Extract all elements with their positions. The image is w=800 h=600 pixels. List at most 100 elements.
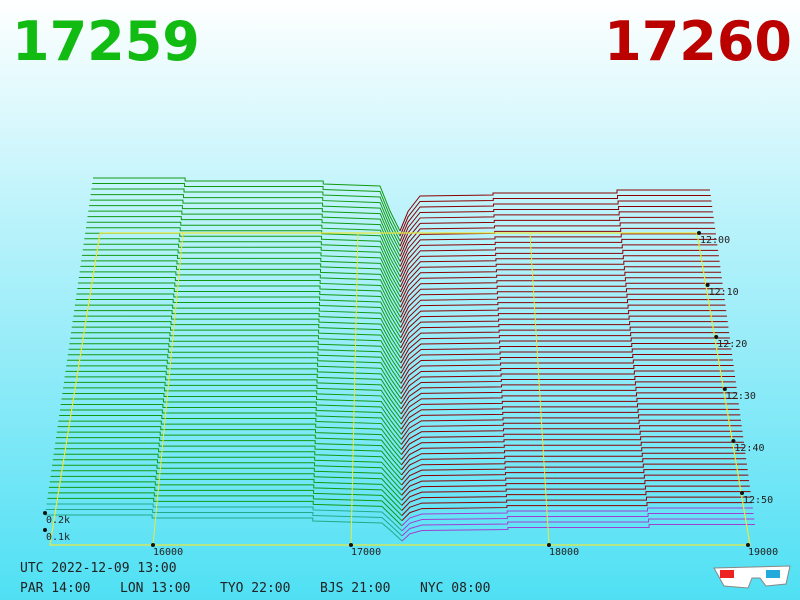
bid-depth-line (73, 315, 402, 359)
price-tick-label: 17000 (351, 547, 381, 558)
bid-depth-line (79, 271, 401, 318)
time-tick (722, 387, 727, 391)
ask-depth-line (399, 222, 715, 262)
bid-depth-line (45, 514, 403, 542)
bid-depth-line (64, 376, 402, 415)
ask-depth-line (401, 518, 755, 537)
city-clock: LON 13:00 (120, 581, 190, 596)
ask-depth-line (399, 211, 713, 252)
ask-depth-line (401, 463, 747, 486)
ask-depth-line (399, 227, 716, 267)
bid-depth-line (87, 216, 401, 267)
ask-depth-line (400, 326, 729, 359)
ask-depth-line (400, 397, 739, 425)
utc-time: UTC 2022-12-09 13:00 (20, 561, 177, 576)
ask-depth-line (401, 452, 746, 476)
bid-depth-line (80, 265, 401, 313)
ask-depth-line (401, 469, 748, 491)
ask-depth-line (400, 414, 741, 440)
city-clock: NYC 08:00 (420, 581, 490, 596)
price-tick-label: 18000 (549, 547, 579, 558)
ask-depth-line (400, 321, 728, 354)
ask-depth-line (400, 288, 724, 323)
bid-depth-line (54, 448, 402, 481)
ask-depth-line (401, 430, 743, 455)
ask-depth-line (401, 425, 742, 450)
bid-depth-line (88, 210, 401, 262)
time-tick (714, 335, 719, 339)
ask-depth-line (400, 337, 730, 369)
ask-depth-line (401, 524, 755, 542)
volume-tick (43, 528, 47, 532)
time-tick-label: 12:00 (700, 235, 730, 246)
ask-depth-line (399, 244, 718, 283)
price-tick (547, 543, 551, 547)
bid-depth-line (48, 492, 403, 522)
bid-depth-line (90, 194, 401, 247)
bid-depth-line (57, 426, 402, 461)
time-tick (731, 439, 736, 443)
bid-depth-line (45, 508, 403, 537)
city-clock: TYO 22:00 (220, 581, 290, 596)
grid-line (529, 232, 550, 546)
bid-depth-line (70, 337, 402, 379)
bid-depth-line (77, 287, 402, 333)
ask-price: 17260 (604, 10, 792, 73)
bid-depth-line (78, 276, 402, 323)
bid-depth-line (63, 387, 402, 425)
cyan-lens (766, 570, 780, 578)
ask-depth-line (399, 255, 719, 293)
price-tick (746, 543, 750, 547)
ask-depth-line (400, 370, 735, 399)
bid-depth-line (85, 232, 401, 283)
ask-depth-line (401, 496, 752, 516)
bid-depth-line (52, 464, 403, 496)
ask-depth-line (400, 403, 739, 430)
bid-depth-line (46, 503, 403, 532)
bid-price: 17259 (12, 10, 200, 73)
ask-depth-line (400, 348, 732, 379)
ask-depth-line (399, 249, 719, 288)
bid-depth-line (48, 486, 403, 516)
bid-depth-line (81, 260, 401, 308)
bid-depth-line (84, 238, 401, 288)
ask-depth-line (401, 474, 749, 496)
city-clock: PAR 14:00 (20, 581, 90, 596)
ask-depth-line (399, 238, 717, 277)
ask-depth-line (400, 419, 741, 445)
ask-depth-line (400, 266, 721, 303)
ask-depth-line (400, 343, 731, 374)
ask-depth-line (400, 359, 733, 389)
price-tick-label: 16000 (153, 547, 183, 558)
bid-depth-line (74, 310, 402, 354)
ask-depth-line (400, 293, 725, 328)
bid-depth-line (83, 243, 401, 293)
bid-depth-line (72, 321, 402, 364)
time-tick (705, 283, 710, 287)
time-tick-label: 12:50 (743, 495, 773, 506)
ask-depth-line (400, 310, 727, 344)
ask-depth-line (399, 216, 714, 257)
ask-depth-line (400, 315, 727, 349)
time-tick-label: 12:30 (726, 391, 756, 402)
bid-depth-line (75, 299, 402, 344)
ask-depth-line (399, 200, 712, 242)
bid-depth-line (65, 370, 402, 410)
ask-depth-line (399, 233, 716, 272)
ask-depth-line (400, 354, 733, 384)
ask-depth-line (400, 375, 736, 405)
bid-depth-line (56, 431, 402, 466)
bid-depth-line (67, 359, 402, 399)
bid-depth-line (50, 475, 403, 506)
bid-depth-line (82, 249, 401, 298)
time-tick-label: 12:40 (734, 443, 764, 454)
bid-depth-line (56, 437, 402, 471)
bid-depth-line (93, 177, 401, 232)
bid-depth-line (59, 415, 402, 450)
bid-depth-line (91, 188, 401, 242)
bid-depth-line (89, 199, 401, 252)
red-lens (720, 570, 734, 578)
bid-depth-line (68, 348, 402, 389)
bid-depth-line (71, 326, 402, 369)
